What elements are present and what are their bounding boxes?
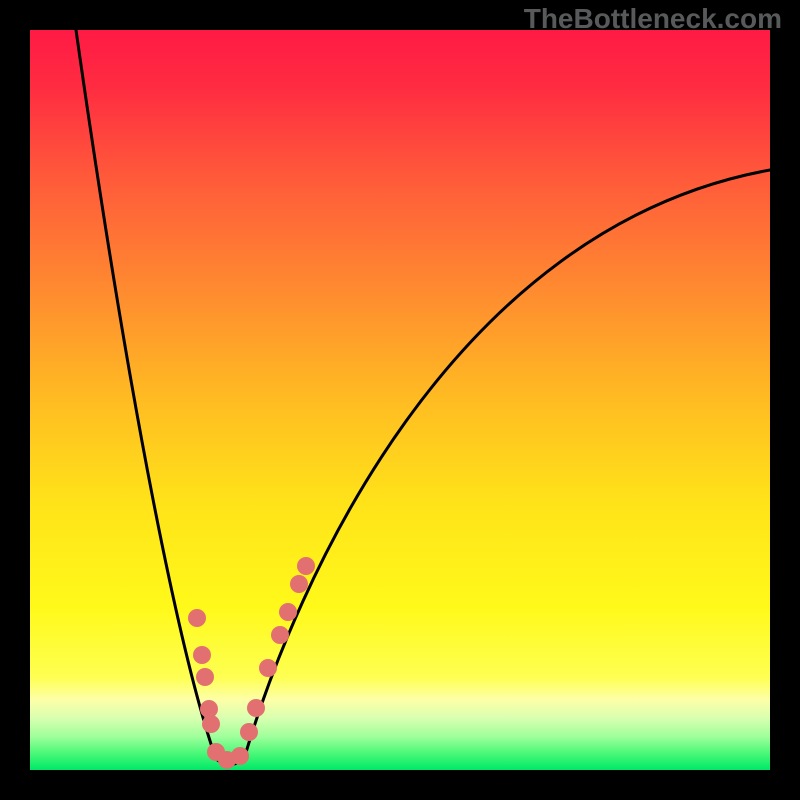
bead-marker — [247, 699, 265, 717]
plot-area — [30, 30, 770, 770]
bead-marker — [297, 557, 315, 575]
chart-frame: TheBottleneck.com — [0, 0, 800, 800]
bead-marker — [193, 646, 211, 664]
bead-marker — [290, 575, 308, 593]
bead-marker — [279, 603, 297, 621]
bead-marker — [271, 626, 289, 644]
bead-marker — [188, 609, 206, 627]
watermark-text: TheBottleneck.com — [524, 3, 782, 35]
bead-marker — [231, 747, 249, 765]
gradient-background — [30, 30, 770, 770]
bead-marker — [196, 668, 214, 686]
bead-marker — [240, 723, 258, 741]
bead-marker — [259, 659, 277, 677]
bead-marker — [202, 715, 220, 733]
